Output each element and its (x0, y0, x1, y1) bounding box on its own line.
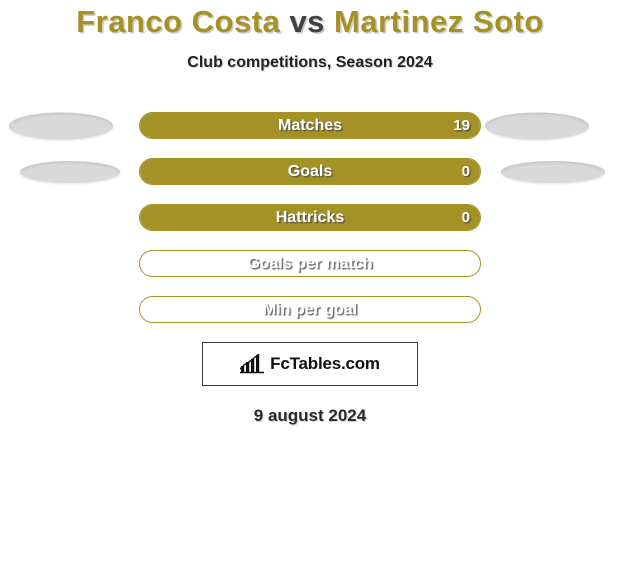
source-logo: FcTables.com (202, 342, 418, 386)
stat-row: Matches19 (0, 112, 620, 139)
bar-track: Matches19 (139, 112, 481, 139)
page-title: Franco Costa vs Martinez Soto (0, 4, 620, 40)
right-marker (501, 161, 605, 183)
bar-value: 0 (462, 205, 470, 230)
logo-text: FcTables.com (270, 354, 380, 374)
stat-row: Min per goal (0, 296, 620, 323)
bar-chart-icon (240, 354, 264, 374)
bar-fill (140, 205, 480, 230)
bar-value: 0 (462, 159, 470, 184)
bar-label: Goals per match (140, 251, 480, 276)
stat-row: Hattricks0 (0, 204, 620, 231)
bar-fill (140, 113, 480, 138)
vs-label: vs (289, 4, 324, 39)
bar-label: Min per goal (140, 297, 480, 322)
infographic-root: Franco Costa vs Martinez Soto Club compe… (0, 0, 620, 580)
right-marker (485, 112, 589, 139)
bar-track: Min per goal (139, 296, 481, 323)
bar-track: Hattricks0 (139, 204, 481, 231)
date-label: 9 august 2024 (0, 406, 620, 426)
bar-fill (140, 159, 480, 184)
bar-value: 19 (453, 113, 470, 138)
stat-row: Goals per match (0, 250, 620, 277)
bar-track: Goals per match (139, 250, 481, 277)
stat-rows: Matches19 Goals0 Hattricks0 Goals per match… (0, 112, 620, 323)
subtitle: Club competitions, Season 2024 (0, 54, 620, 72)
left-marker (20, 161, 120, 183)
player1-name: Franco Costa (76, 4, 280, 39)
player2-name: Martinez Soto (334, 4, 544, 39)
stat-row: Goals0 (0, 158, 620, 185)
bar-track: Goals0 (139, 158, 481, 185)
left-marker (9, 112, 113, 139)
